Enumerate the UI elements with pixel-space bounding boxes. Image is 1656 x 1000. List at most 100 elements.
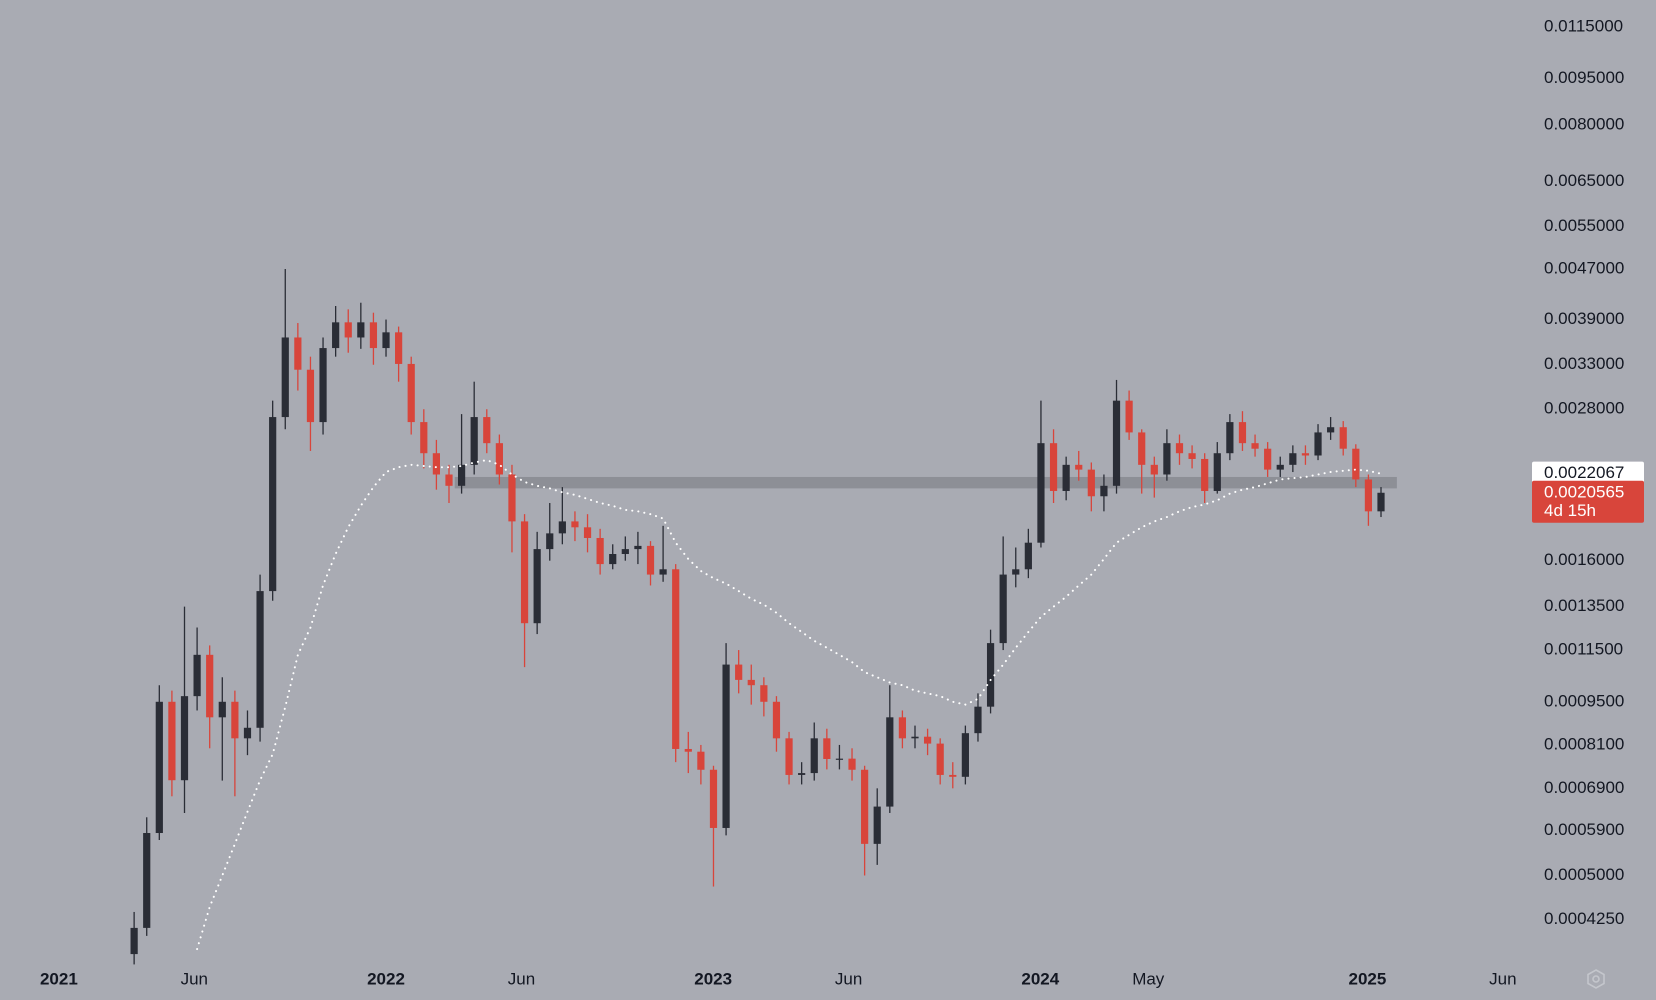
candle-body	[319, 348, 327, 423]
y-tick-label: 0.0115000	[1544, 16, 1623, 35]
x-tick-label: 2021	[40, 969, 78, 988]
candle-body	[697, 751, 705, 770]
candle-body	[974, 706, 982, 734]
candle-body	[571, 521, 579, 528]
x-tick-label: May	[1132, 969, 1165, 988]
candle-body	[760, 685, 768, 702]
candle-body	[1112, 400, 1121, 486]
candle-body	[1289, 453, 1297, 465]
x-tick-label: Jun	[181, 969, 208, 988]
candle-body	[1138, 432, 1146, 465]
candle-body	[281, 337, 289, 418]
candle-body	[672, 569, 680, 749]
candle-body	[269, 417, 277, 592]
candle-body	[659, 569, 667, 575]
candle-body	[243, 727, 252, 739]
x-tick-label: 2022	[367, 969, 405, 988]
candle-body	[1301, 453, 1310, 456]
candle-body	[520, 521, 529, 624]
candle-body	[1226, 422, 1234, 454]
candle-body	[861, 769, 869, 844]
candle-body	[709, 769, 718, 828]
y-tick-label: 0.0065000	[1544, 171, 1624, 190]
candle-body	[546, 533, 554, 550]
candle-body	[1062, 464, 1070, 491]
y-tick-label: 0.0039000	[1544, 309, 1624, 328]
y-tick-label: 0.0009500	[1544, 691, 1624, 710]
candle-body	[684, 748, 692, 752]
candle-body	[1024, 542, 1032, 570]
candle-body	[395, 332, 403, 364]
candle-body	[1352, 448, 1360, 480]
candle-body	[583, 527, 592, 538]
candle-body	[1364, 479, 1373, 512]
moving-average	[196, 459, 1382, 951]
candle-body	[495, 443, 503, 475]
candle-body	[457, 464, 466, 486]
candle-body	[835, 758, 844, 760]
candle-body	[1188, 453, 1196, 459]
candle-body	[344, 322, 352, 338]
candle-body	[823, 738, 831, 759]
y-tick-label: 0.0006900	[1544, 778, 1624, 797]
candle-body	[1037, 443, 1045, 543]
y-tick-label: 0.0055000	[1544, 216, 1624, 235]
candle-body	[306, 369, 315, 423]
candle-body	[470, 417, 478, 465]
axes: 0.0115000 0.0095000 0.0080000 0.0065000 0.00…	[40, 16, 1644, 988]
last-price-tag	[1532, 480, 1644, 523]
y-tick-label: 0.0033000	[1544, 354, 1624, 373]
y-tick-label: 0.0005900	[1544, 820, 1624, 839]
candle-body	[155, 701, 163, 834]
y-tick-label: 0.0028000	[1544, 399, 1624, 418]
candle-body	[609, 554, 617, 565]
settings-icon[interactable]	[1587, 969, 1605, 989]
candle-body	[206, 654, 214, 718]
candle-body	[369, 322, 378, 349]
y-tick-label: 0.0005000	[1544, 865, 1624, 884]
candle-body	[735, 664, 743, 680]
candle-body	[420, 422, 428, 454]
candle-body	[193, 654, 201, 697]
y-tick-label: 0.0008100	[1544, 734, 1624, 753]
candle-body	[949, 774, 957, 777]
last-price-label: 0.0020565	[1544, 483, 1624, 502]
candle-body	[1087, 469, 1095, 497]
candle-body	[986, 643, 995, 707]
candle-body	[357, 322, 365, 338]
candle-body	[1175, 443, 1184, 454]
candle-body	[231, 701, 239, 739]
candle-body	[1049, 443, 1058, 491]
candle-body	[294, 337, 302, 370]
candle-body	[1201, 458, 1209, 491]
y-tick-label: 0.0011500	[1544, 640, 1623, 659]
candle-body	[1276, 464, 1284, 470]
candle-body	[1100, 485, 1108, 497]
x-tick-label: 2023	[694, 969, 732, 988]
candle-body	[432, 453, 441, 475]
candle-body	[961, 733, 969, 777]
candle-body	[130, 927, 138, 955]
x-tick-label: Jun	[835, 969, 862, 988]
candle-body	[1075, 464, 1083, 470]
candle-body	[1264, 448, 1272, 470]
candle-body	[898, 717, 907, 739]
candle-body	[168, 701, 176, 781]
candle-body	[558, 521, 566, 534]
candle-body	[1339, 427, 1347, 449]
candle-body	[911, 736, 919, 739]
candle-body	[848, 758, 856, 770]
y-tick-label: 0.0004250	[1544, 909, 1624, 928]
candle-body	[936, 743, 944, 775]
candle-body	[873, 806, 881, 844]
candle-body	[483, 417, 491, 444]
candle-body	[785, 738, 793, 775]
candle-body	[1213, 453, 1221, 491]
candle-body	[1327, 427, 1335, 433]
candle-body	[621, 549, 629, 555]
y-tick-label: 0.0047000	[1544, 259, 1624, 278]
ma-price-tag	[1532, 461, 1644, 486]
